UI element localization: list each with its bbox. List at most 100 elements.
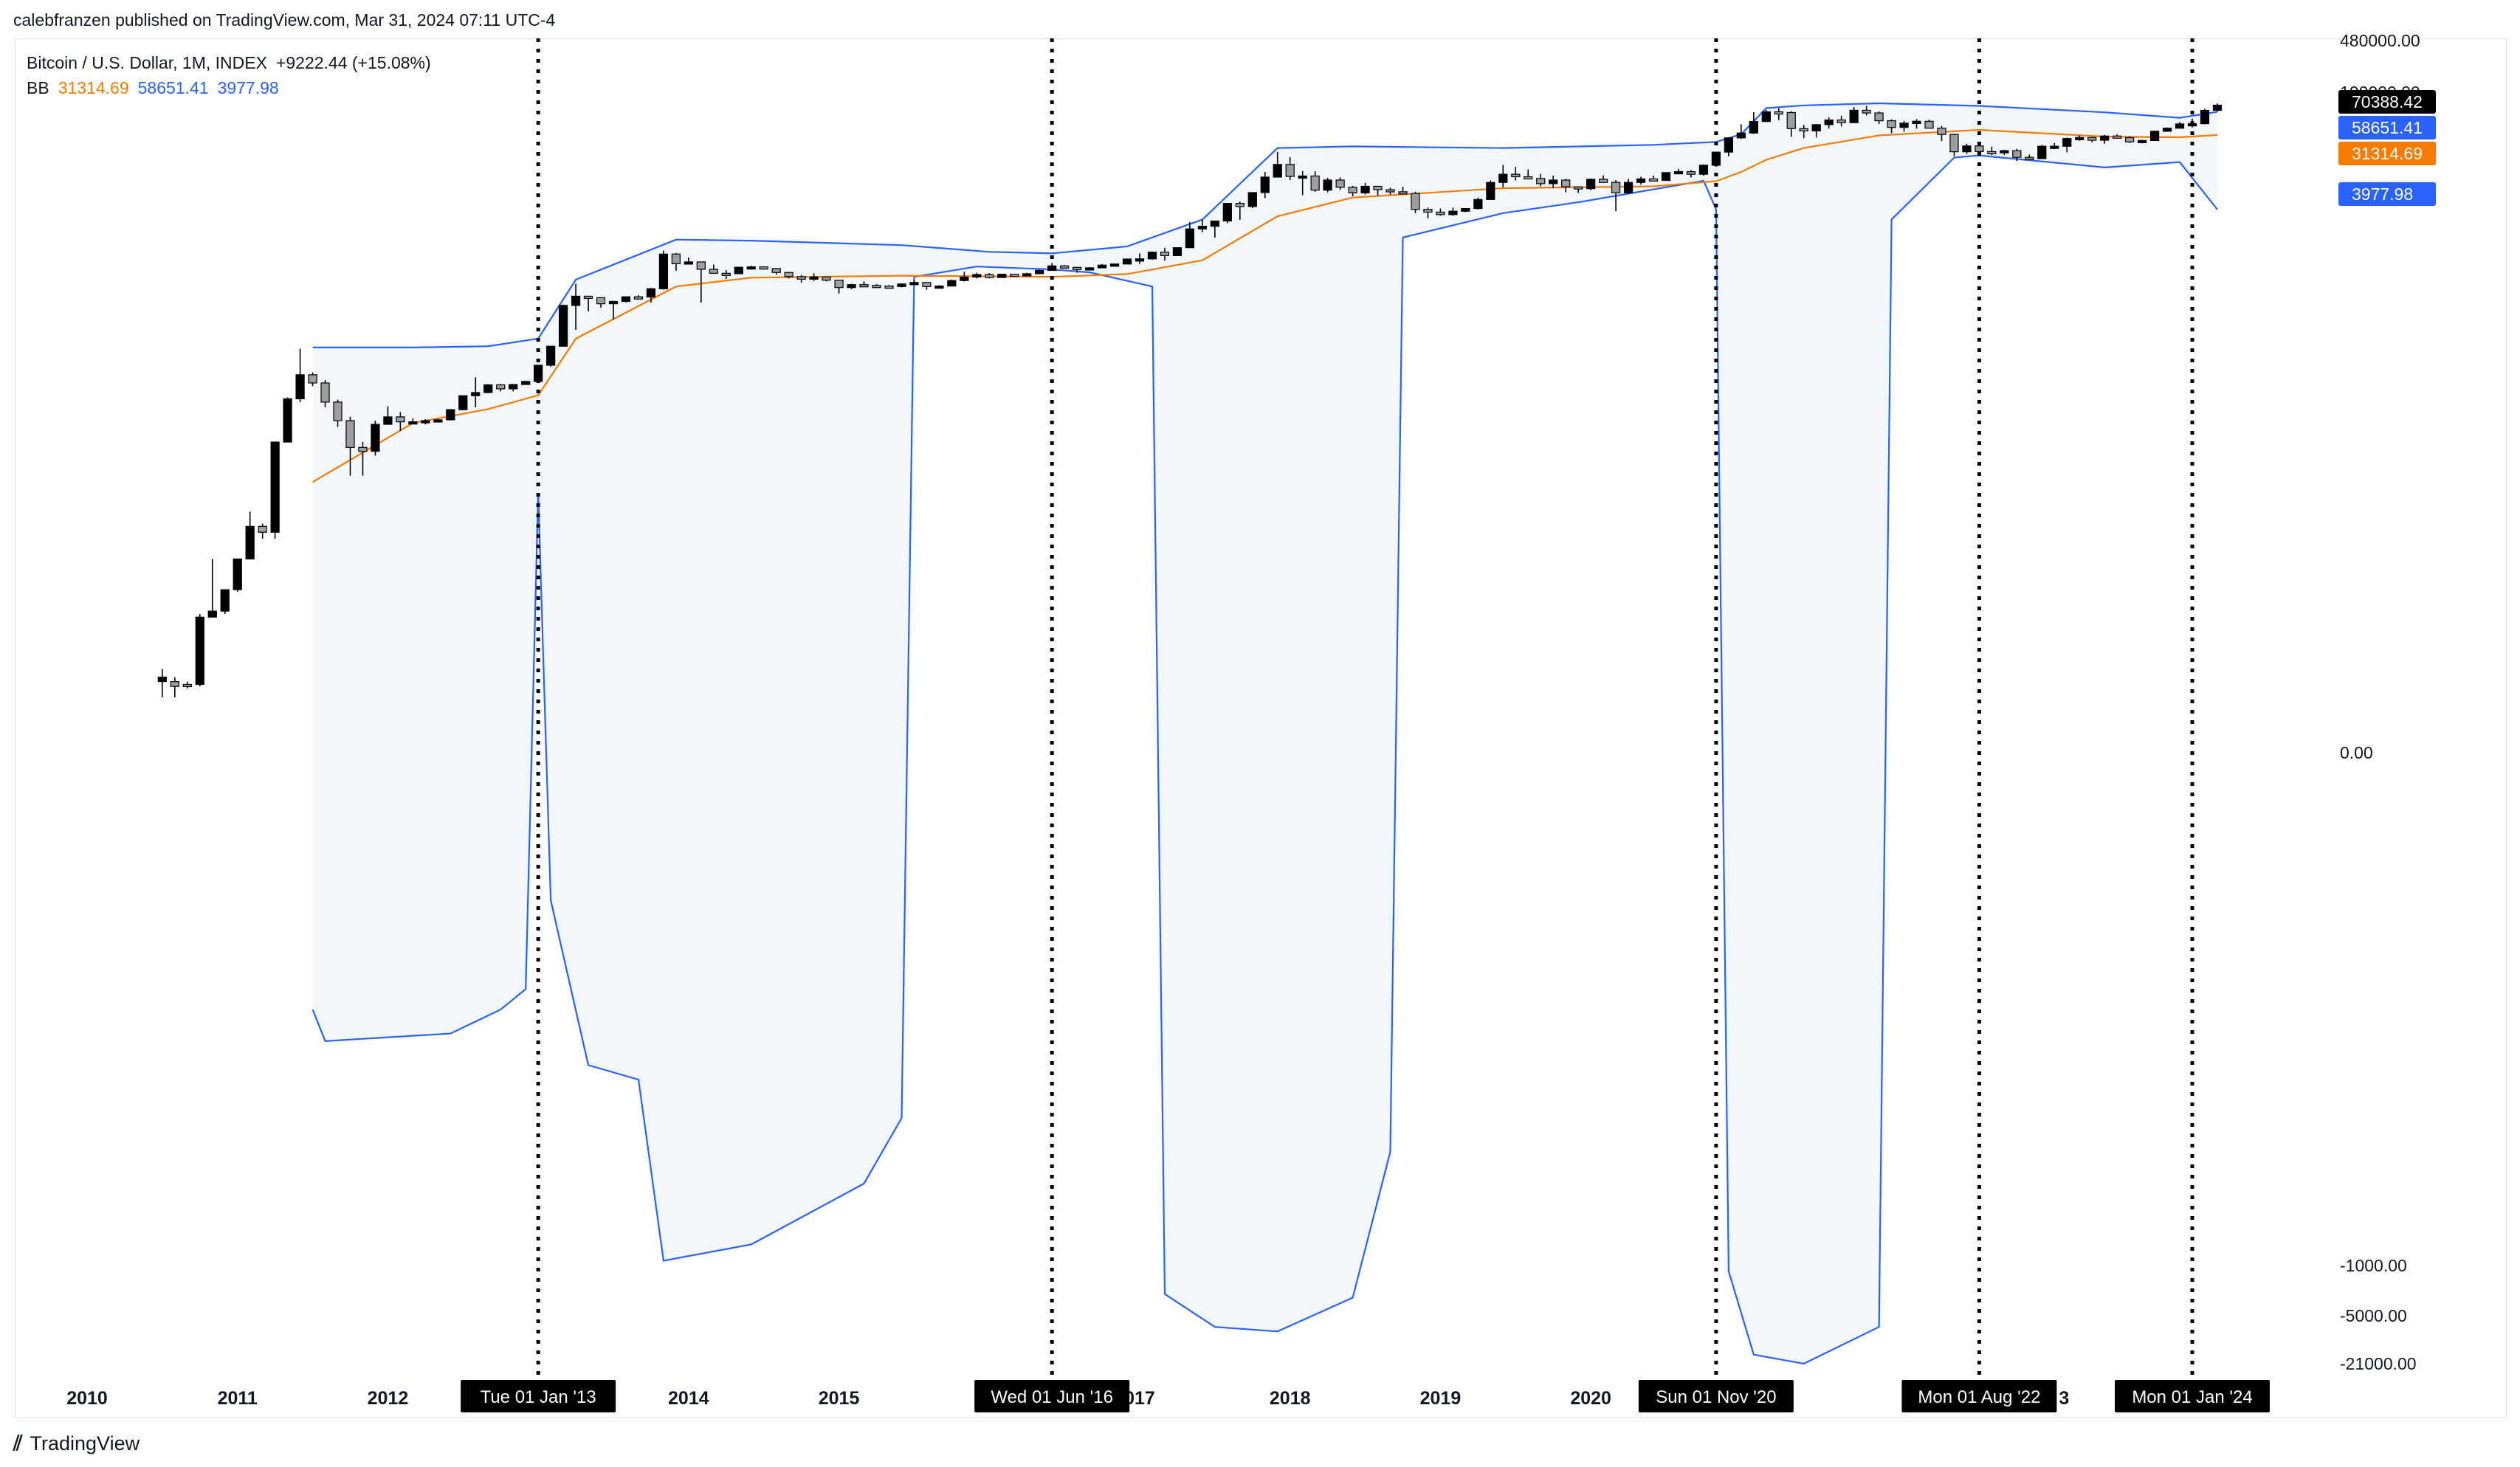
- candle-body-2023-11: [2162, 128, 2172, 132]
- vline-label-box-4: [2115, 1380, 2270, 1412]
- candle-body-2017-06: [1197, 226, 1207, 229]
- candle-body-2015-04: [872, 285, 881, 289]
- candle-body-2012-12: [521, 381, 531, 385]
- candle-body-2016-02: [997, 273, 1007, 278]
- candle-body-2011-10: [345, 420, 355, 448]
- candle-body-2017-04: [1172, 247, 1182, 256]
- candle-body-2011-07: [308, 374, 317, 384]
- candle-body-2013-10: [646, 288, 656, 298]
- candle-body-2015-01: [834, 280, 844, 289]
- candle-body-2017-07: [1210, 220, 1219, 227]
- legend-symbol[interactable]: Bitcoin / U.S. Dollar, 1M, INDEX: [27, 53, 267, 72]
- chart-frame: [15, 38, 2507, 1418]
- legend-basis-value: 31314.69: [58, 78, 129, 97]
- candle-body-2019-04: [1473, 199, 1483, 210]
- price-label-upper: 58651.41: [2352, 118, 2423, 137]
- candle-body-2011-05: [283, 398, 292, 443]
- candle-body-2017-10: [1247, 192, 1257, 207]
- candle-body-2013-01: [534, 365, 543, 382]
- y-tick-label-0: 480000.00: [2340, 31, 2420, 50]
- tradingview-mark-icon: ⫽: [13, 1432, 23, 1454]
- candle-body-2012-01: [383, 416, 393, 425]
- candle-body-2015-07: [909, 282, 919, 286]
- candle-body-2023-05: [2087, 137, 2097, 141]
- candle-body-2021-05: [1786, 111, 1796, 129]
- legend-upper-value: 58651.41: [137, 78, 209, 97]
- bb-upper-line: [312, 102, 2218, 348]
- candle-body-2014-06: [746, 266, 756, 270]
- vline-label-box-2: [1638, 1380, 1794, 1412]
- candle-body-2018-06: [1348, 187, 1357, 193]
- candle-body-2015-06: [897, 283, 906, 287]
- candle-body-2011-11: [358, 446, 368, 452]
- x-tick-label-8: 2020: [1570, 1388, 1611, 1409]
- candle-body-2022-12: [2025, 156, 2034, 160]
- candle-body-2016-04: [1022, 273, 1032, 277]
- price-label-basis: 31314.69: [2352, 144, 2423, 163]
- publish-line: calebfranzen published on TradingView.co…: [13, 10, 556, 30]
- candle-body-2016-12: [1122, 258, 1132, 265]
- candle-body-2019-11: [1561, 179, 1571, 187]
- candle-body-2015-11: [960, 276, 969, 281]
- candle-body-2014-05: [734, 266, 743, 275]
- candle-body-2022-02: [1899, 122, 1909, 128]
- candle-body-2015-03: [859, 284, 869, 288]
- candle-body-2020-06: [1648, 178, 1659, 182]
- candle-body-2017-08: [1222, 203, 1232, 222]
- candle-body-2012-05: [433, 419, 443, 423]
- price-label-box-lower: [2338, 182, 2436, 206]
- vline-label-0: Tue 01 Jan '13: [481, 1387, 596, 1407]
- x-tick-label-6: 2018: [1270, 1388, 1311, 1409]
- candle-body-2018-01: [1285, 164, 1295, 177]
- candle-body-2019-10: [1549, 179, 1558, 184]
- candle-body-2017-11: [1260, 176, 1270, 193]
- candle-body-2021-10: [1849, 109, 1859, 123]
- candle-body-2015-02: [847, 284, 856, 289]
- candle-body-2014-11: [809, 276, 819, 280]
- candle-body-2018-07: [1360, 185, 1370, 193]
- candle-body-2022-09: [1987, 151, 1997, 154]
- candle-body-2021-01: [1736, 132, 1746, 139]
- candle-body-2023-09: [2137, 139, 2147, 143]
- candle-body-2018-11: [1411, 193, 1420, 210]
- candle-body-2022-05: [1937, 128, 1946, 135]
- candle-body-2020-01: [1586, 179, 1596, 190]
- candle-body-2010-12: [220, 589, 230, 612]
- candle-body-2011-01: [233, 558, 242, 590]
- candle-body-2017-01: [1135, 258, 1145, 262]
- candle-body-2024-03: [2212, 104, 2223, 111]
- candle-body-2013-12: [671, 253, 681, 264]
- tradingview-logo[interactable]: ⫽ TradingView: [13, 1432, 140, 1456]
- candle-body-2015-12: [972, 274, 982, 278]
- candle-body-2015-05: [884, 286, 894, 289]
- candle-body-2013-04: [571, 295, 581, 306]
- candle-body-2022-06: [1949, 134, 1959, 153]
- candle-body-2014-07: [759, 266, 768, 270]
- candle-body-2016-08: [1073, 266, 1082, 270]
- x-tick-label-7: 2019: [1420, 1388, 1462, 1409]
- x-tick-label-3: 2014: [668, 1388, 709, 1409]
- x-tick-label-2: 2012: [368, 1388, 409, 1409]
- candle-body-2012-04: [421, 420, 430, 424]
- candle-body-2021-02: [1749, 121, 1758, 134]
- candle-body-2023-12: [2175, 123, 2185, 129]
- candle-body-2014-01: [684, 261, 693, 265]
- candle-body-2018-10: [1398, 191, 1408, 195]
- candle-body-2018-05: [1335, 179, 1345, 188]
- candle-body-2021-07: [1811, 124, 1821, 132]
- candle-body-2012-02: [396, 416, 405, 423]
- candle-body-2013-07: [608, 300, 619, 305]
- candle-body-2024-02: [2200, 109, 2210, 125]
- candle-body-2022-03: [1912, 120, 1921, 124]
- price-label-box-upper: [2338, 116, 2436, 139]
- candle-body-2015-09: [934, 286, 944, 289]
- candle-body-2015-08: [922, 282, 932, 287]
- candle-body-2023-08: [2125, 137, 2135, 142]
- legend-indicator-name[interactable]: BB: [27, 78, 49, 97]
- candle-body-2019-12: [1574, 186, 1583, 190]
- candle-body-2014-02: [696, 261, 706, 270]
- vline-label-1: Wed 01 Jun '16: [991, 1387, 1113, 1407]
- vline-label-box-3: [1901, 1380, 2057, 1412]
- candle-body-2022-04: [1924, 120, 1934, 129]
